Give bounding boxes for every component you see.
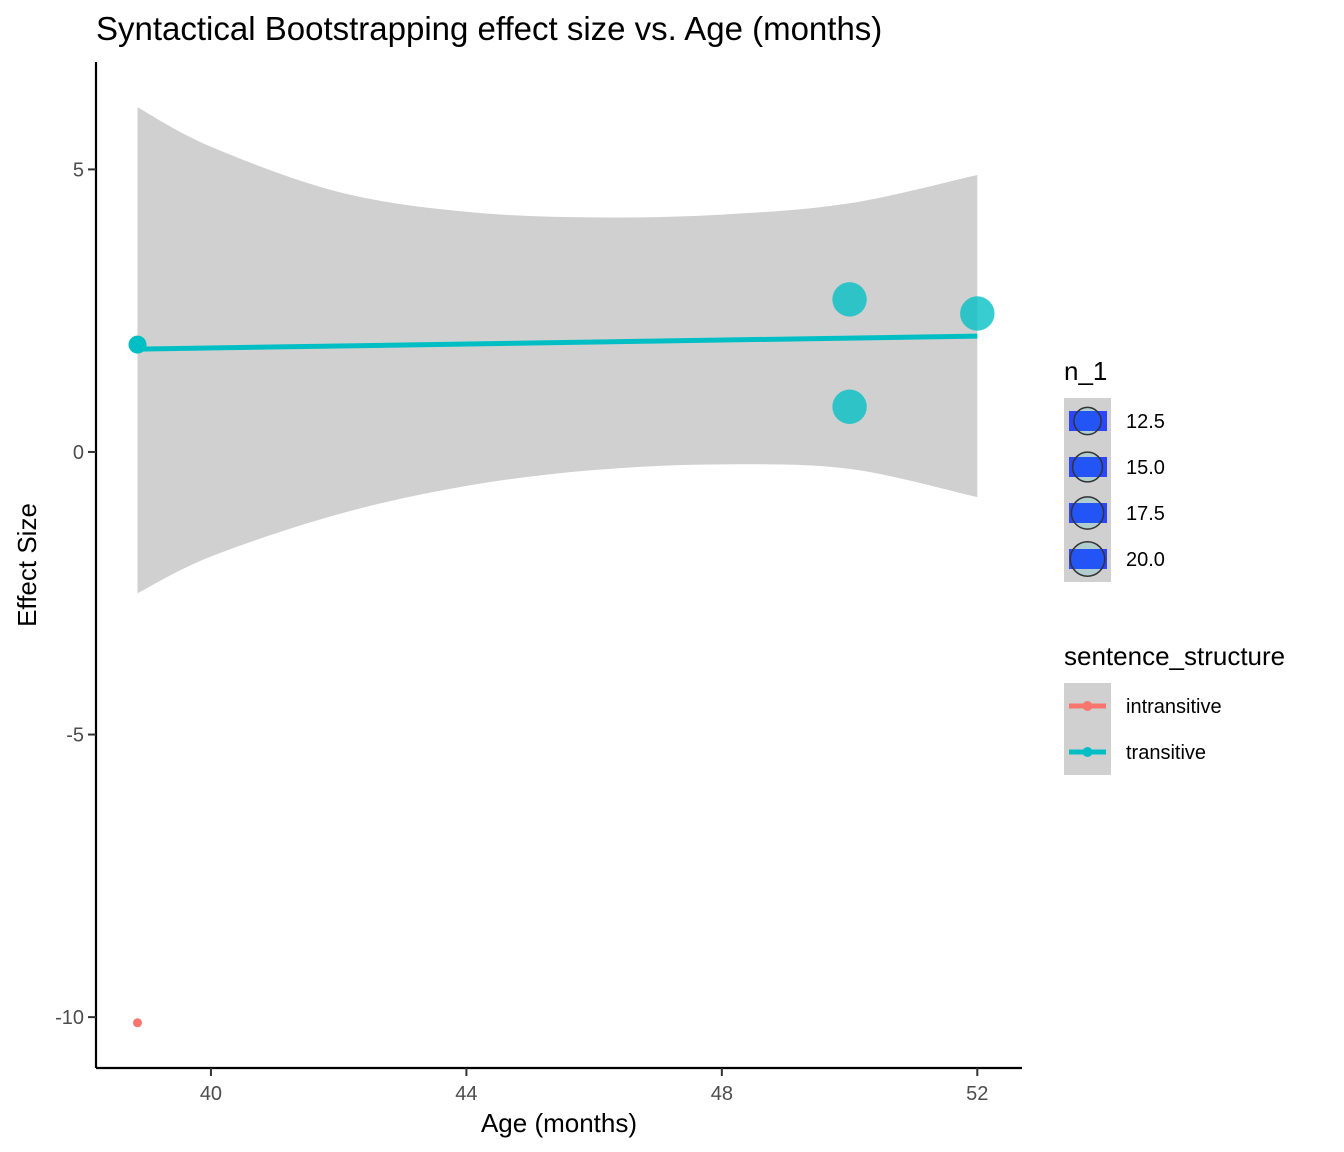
x-tick-label: 52 [966,1083,988,1105]
size-legend-fill [1069,549,1107,569]
color-legend-title: sentence_structure [1064,641,1285,671]
size-legend-title: n_1 [1064,356,1107,386]
size-legend-circle [1071,451,1104,483]
size-legend-fill [1069,503,1107,523]
confidence-band [137,107,978,594]
y-tick-label: -5 [66,725,84,747]
color-legend: sentence_structure intransitive transitiv… [1064,641,1285,775]
color-legend-dot [1082,747,1093,757]
y-axis-ticks: 5 0 -5 -10 [55,159,96,1029]
y-tick-label: 5 [73,159,84,181]
size-legend-fill [1069,411,1107,431]
x-tick-label: 44 [455,1083,477,1105]
chart-title: Syntactical Bootstrapping effect size vs… [96,10,882,47]
size-legend-circle [1070,496,1105,530]
transitive-point [128,335,147,354]
size-legend-circle [1073,406,1102,436]
y-tick-label: 0 [73,442,84,464]
y-tick-label: -10 [55,1007,84,1029]
x-tick-label: 48 [711,1083,733,1105]
intransitive-point [133,1018,143,1028]
size-legend-label: 12.5 [1126,411,1165,433]
x-axis-ticks: 40 44 48 52 [200,1068,988,1105]
transitive-point [960,296,995,331]
color-legend-label: transitive [1126,742,1206,764]
color-legend-label: intransitive [1126,696,1222,718]
size-legend-fill [1069,457,1107,477]
x-axis-title: Age (months) [481,1108,637,1138]
y-axis-title: Effect Size [12,503,42,627]
plot-area [128,107,995,1028]
size-legend-label: 20.0 [1126,549,1165,571]
transitive-point [832,282,867,317]
x-tick-label: 40 [200,1083,222,1105]
size-legend-label: 17.5 [1126,503,1165,525]
color-legend-dot [1082,701,1093,711]
size-legend-label: 15.0 [1126,457,1165,479]
size-legend-circle [1069,541,1106,577]
transitive-fit-line [137,333,978,352]
size-legend: n_1 12.5 15.0 17.5 20.0 [1064,356,1165,582]
transitive-point [832,389,867,424]
